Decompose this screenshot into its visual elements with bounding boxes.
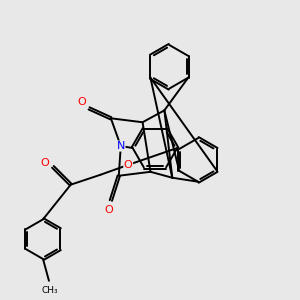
Text: O: O	[104, 206, 113, 215]
Text: CH₃: CH₃	[42, 286, 58, 295]
Text: O: O	[78, 98, 86, 107]
Text: N: N	[117, 141, 125, 151]
Text: O: O	[124, 160, 133, 170]
Text: O: O	[40, 158, 50, 168]
